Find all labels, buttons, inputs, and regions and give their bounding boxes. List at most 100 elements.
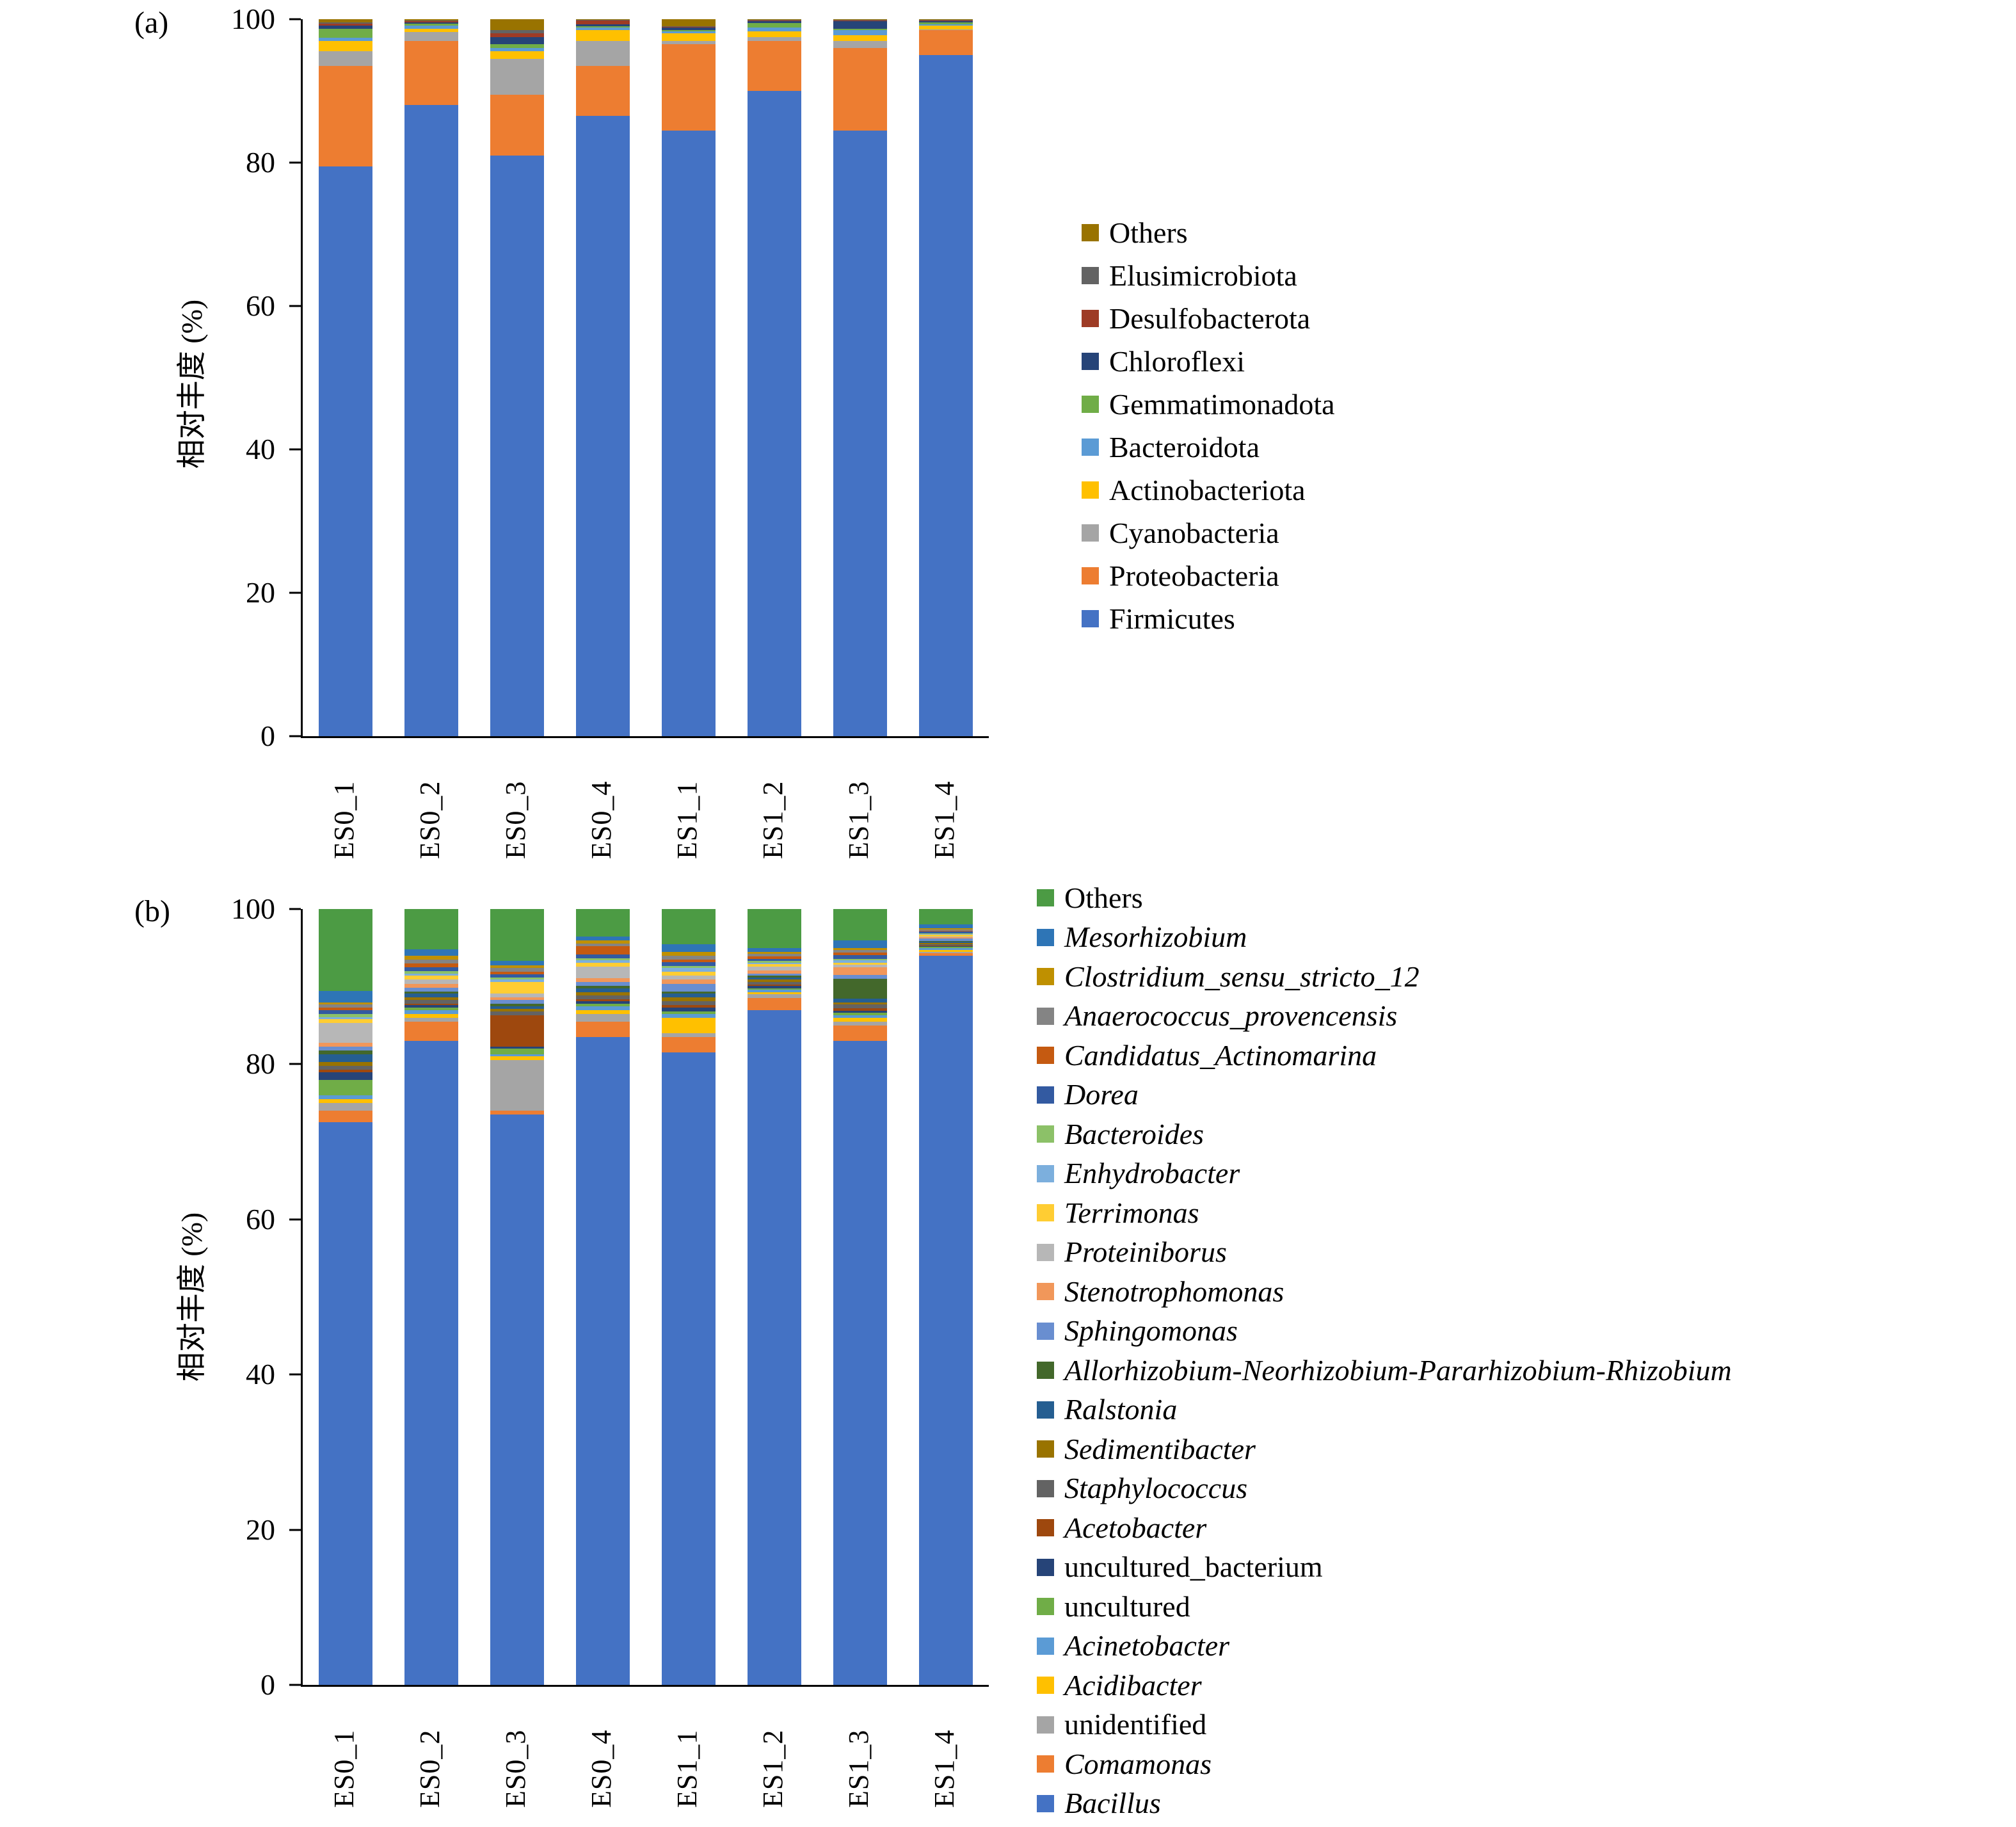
bar-segment — [404, 26, 458, 29]
bar-segment — [748, 22, 801, 28]
bar-segment — [919, 955, 973, 1685]
bar-segment — [576, 999, 630, 1002]
bar-segment — [319, 1042, 372, 1047]
bar-segment — [490, 1111, 544, 1115]
legend-item: uncultured — [1037, 1587, 1732, 1627]
bar-segment — [748, 37, 801, 41]
bar-segment — [404, 1017, 458, 1022]
bar-segment — [833, 1021, 887, 1026]
bar-segment — [319, 1099, 372, 1104]
legend-label: unidentified — [1064, 1708, 1207, 1741]
bar-segment — [404, 999, 458, 1004]
bar-segment — [490, 979, 544, 983]
bar-segment — [404, 1005, 458, 1008]
legend-swatch — [1037, 1716, 1054, 1734]
bar-segment — [662, 962, 716, 966]
bar-segment — [404, 971, 458, 974]
x-tick-slot: ES0_2 — [387, 1699, 472, 1808]
bar-segment — [748, 947, 801, 952]
bar-segment — [490, 1049, 544, 1054]
legend-swatch — [1037, 1047, 1054, 1065]
y-tick-label: 60 — [246, 289, 275, 322]
bar-segment — [490, 51, 544, 59]
bar-segment — [319, 1095, 372, 1099]
bar-segment — [833, 954, 887, 959]
bar-segment — [404, 949, 458, 956]
bar-segment — [662, 909, 716, 944]
legend-label: Sedimentibacter — [1064, 1432, 1256, 1465]
legend-swatch — [1037, 1794, 1054, 1812]
x-tick-slot: ES1_3 — [815, 1699, 901, 1808]
bar-segment — [833, 20, 887, 22]
bar-segment — [662, 1037, 716, 1053]
bar-segment — [748, 998, 801, 1010]
y-tick-mark — [289, 161, 301, 164]
bar-segment — [919, 909, 973, 925]
legend-item: uncultured_bacterium — [1037, 1548, 1732, 1588]
bar-segment — [319, 38, 372, 41]
y-tick-mark — [289, 448, 301, 451]
x-tick-slot: ES1_2 — [730, 750, 815, 859]
bar-segment — [404, 1003, 458, 1006]
bar-segment — [662, 31, 716, 34]
x-tick-slot: ES0_3 — [472, 1699, 558, 1808]
bar-segment — [833, 40, 887, 48]
panel-a-legend: Others Elusimicrobiota Desulfobacterota Chl… — [1082, 211, 1335, 640]
x-tick-label: ES1_4 — [928, 780, 960, 859]
stacked-bar-ES1_1 — [662, 19, 716, 736]
bar-segment — [490, 1009, 544, 1012]
stacked-bar-ES1_4 — [919, 19, 973, 736]
bar-segment — [919, 21, 973, 22]
legend-item: Ralstonia — [1037, 1390, 1732, 1430]
legend-label: Desulfobacterota — [1109, 302, 1311, 335]
bar-segment — [662, 997, 716, 1002]
legend-swatch — [1082, 481, 1099, 499]
bar-segment — [404, 32, 458, 41]
bar-segment — [833, 21, 887, 29]
bar-segment — [833, 998, 887, 1002]
legend-label: Bacillus — [1064, 1787, 1161, 1820]
legend-label: Proteobacteria — [1109, 559, 1279, 592]
x-tick-label: ES0_2 — [413, 780, 445, 859]
bar-segment — [748, 961, 801, 963]
bar-segment — [748, 977, 801, 980]
bar-segment — [319, 1072, 372, 1080]
panel-a-bars — [303, 19, 989, 736]
bar-segment — [490, 982, 544, 994]
legend-swatch — [1082, 224, 1099, 241]
bar-segment — [576, 19, 630, 20]
bar-segment — [490, 155, 544, 736]
bar-segment — [404, 1021, 458, 1042]
bar-segment — [490, 1006, 544, 1010]
legend-swatch — [1082, 353, 1099, 370]
bar-segment — [576, 24, 630, 27]
y-tick-label: 20 — [246, 576, 275, 609]
legend-label: Acetobacter — [1064, 1511, 1207, 1544]
x-tick-slot: ES1_1 — [644, 1699, 730, 1808]
legend-swatch — [1082, 567, 1099, 584]
legend-swatch — [1037, 1125, 1054, 1143]
bar-segment — [662, 972, 716, 976]
bar-segment — [319, 1010, 372, 1014]
bar-segment — [319, 40, 372, 52]
bar-segment — [662, 26, 716, 28]
stacked-bar-ES0_2 — [404, 909, 458, 1685]
legend-item: Anaerococcus_provencensis — [1037, 997, 1732, 1036]
bar-segment — [490, 37, 544, 45]
y-tick-mark — [289, 1218, 301, 1221]
x-tick-label: ES1_2 — [756, 780, 788, 859]
bar-segment — [576, 40, 630, 66]
y-tick-mark — [289, 1373, 301, 1376]
bar-segment — [919, 951, 973, 954]
bar-segment — [748, 19, 801, 20]
legend-swatch — [1082, 396, 1099, 413]
x-tick-label: ES0_1 — [328, 780, 360, 859]
legend-label: Firmicutes — [1109, 602, 1235, 635]
bar-segment — [319, 1002, 372, 1005]
y-tick-mark — [289, 1684, 301, 1686]
bar-segment — [662, 944, 716, 952]
bar-segment — [833, 967, 887, 976]
panel-b-label: (b) — [134, 894, 170, 928]
bar-segment — [490, 1115, 544, 1685]
bar-segment — [576, 1036, 630, 1685]
